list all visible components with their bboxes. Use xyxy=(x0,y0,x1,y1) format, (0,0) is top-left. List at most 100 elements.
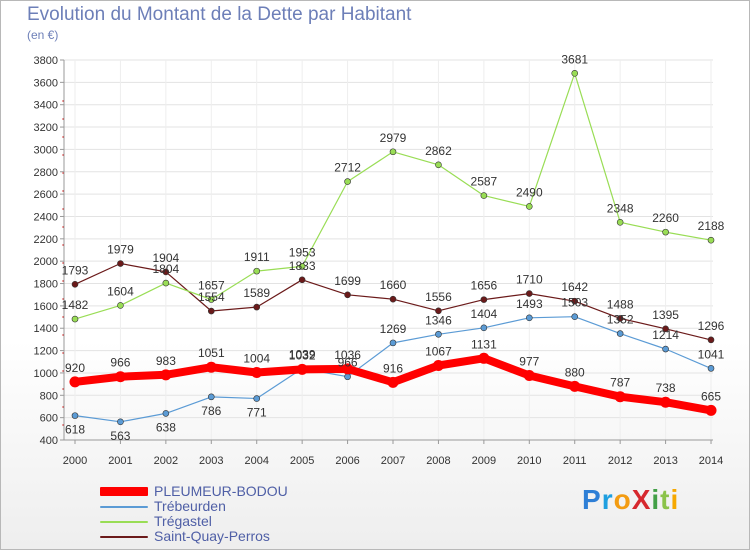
data-label: 1604 xyxy=(107,284,134,298)
data-label: 1554 xyxy=(198,290,225,304)
logo-letter: i xyxy=(670,484,680,515)
y-tick-label: 1000 xyxy=(34,368,58,380)
legend-item-saint-quay-perros: Saint-Quay-Perros xyxy=(100,528,360,545)
data-point xyxy=(117,302,124,309)
x-tick-label: 2007 xyxy=(381,455,405,467)
data-point xyxy=(342,363,354,375)
legend-swatch-pleumeur-bodou xyxy=(100,487,148,496)
data-label: 771 xyxy=(247,406,267,420)
data-point xyxy=(344,291,351,299)
data-point xyxy=(389,339,397,347)
data-label: 2490 xyxy=(516,185,543,199)
chart-legend: PLEUMEUR-BODOU Trébeurden Trégastel Sain… xyxy=(100,483,360,545)
y-tick-label: 2000 xyxy=(34,256,58,268)
data-point xyxy=(389,295,397,303)
data-point xyxy=(162,268,170,276)
data-point xyxy=(253,395,261,402)
data-point xyxy=(251,366,263,378)
data-point xyxy=(387,376,399,388)
x-tick-label: 2006 xyxy=(335,455,359,467)
data-label: 1656 xyxy=(471,279,498,293)
data-label: 2979 xyxy=(380,131,407,145)
data-point xyxy=(207,393,215,401)
data-label: 1904 xyxy=(153,251,180,265)
data-label: 2712 xyxy=(334,161,361,175)
data-label: 1488 xyxy=(607,297,634,311)
data-label: 1660 xyxy=(380,278,407,292)
y-tick-label: 600 xyxy=(40,413,58,425)
data-label: 1953 xyxy=(289,245,316,259)
data-label: 1804 xyxy=(153,262,180,276)
proxiti-logo: ProXiti xyxy=(582,484,679,516)
data-label: 1296 xyxy=(698,319,725,333)
data-point xyxy=(389,148,397,156)
data-point xyxy=(207,296,215,303)
data-point xyxy=(344,178,351,185)
legend-item-trebeurden: Trébeurden xyxy=(100,498,360,515)
x-tick-label: 2003 xyxy=(199,455,223,467)
data-label: 1032 xyxy=(289,348,316,362)
data-point xyxy=(435,330,442,338)
y-tick-label: 1600 xyxy=(34,301,58,313)
y-tick-label: 800 xyxy=(40,390,58,402)
legend-item-pleumeur-bodou: PLEUMEUR-BODOU xyxy=(100,483,360,500)
data-label: 618 xyxy=(65,423,85,437)
x-tick-label: 2004 xyxy=(244,455,268,467)
data-point xyxy=(205,361,217,373)
x-tick-label: 2011 xyxy=(563,455,587,467)
data-point xyxy=(569,380,581,392)
data-point xyxy=(71,315,79,323)
data-label: 1067 xyxy=(425,344,452,358)
x-tick-label: 2014 xyxy=(699,455,723,467)
data-label: 1036 xyxy=(334,348,361,362)
data-label: 1039 xyxy=(289,348,316,362)
logo-letter: i xyxy=(651,484,661,515)
x-tick-label: 2002 xyxy=(154,455,178,467)
x-tick-label: 2012 xyxy=(608,455,632,467)
data-label: 563 xyxy=(110,429,130,443)
data-label: 1793 xyxy=(62,263,89,277)
data-point xyxy=(480,324,488,332)
data-point xyxy=(435,161,442,169)
data-point xyxy=(662,345,669,353)
data-label: 2188 xyxy=(698,219,725,233)
data-point xyxy=(525,203,533,210)
x-tick-label: 2008 xyxy=(426,455,450,467)
legend-label-saint-quay-perros: Saint-Quay-Perros xyxy=(154,528,270,544)
data-label: 2348 xyxy=(607,201,634,215)
data-label: 1004 xyxy=(243,351,270,365)
y-tick-label: 400 xyxy=(40,435,58,447)
data-point xyxy=(660,396,672,408)
data-label: 1642 xyxy=(561,280,588,294)
data-label: 1041 xyxy=(698,347,725,361)
data-point xyxy=(525,314,533,322)
chart-subtitle: (en €) xyxy=(27,28,59,42)
data-point xyxy=(478,352,490,364)
data-point xyxy=(71,412,79,419)
data-label: 1589 xyxy=(243,286,270,300)
data-point xyxy=(69,376,81,388)
y-tick-label: 2800 xyxy=(34,167,58,179)
data-label: 1699 xyxy=(334,274,361,288)
legend-label-pleumeur-bodou: PLEUMEUR-BODOU xyxy=(154,483,288,499)
data-label: 3681 xyxy=(561,52,588,66)
data-point xyxy=(707,236,715,244)
data-label: 1404 xyxy=(471,307,498,321)
data-label: 1269 xyxy=(380,322,407,336)
data-point xyxy=(707,336,715,344)
x-tick-label: 2009 xyxy=(472,455,496,467)
data-point xyxy=(298,276,306,284)
y-tick-label: 2600 xyxy=(34,189,58,201)
data-label: 983 xyxy=(156,354,176,368)
data-label: 738 xyxy=(656,381,676,395)
data-label: 977 xyxy=(519,355,539,369)
data-point xyxy=(480,192,488,199)
data-label: 1482 xyxy=(62,298,89,312)
data-label: 1657 xyxy=(198,279,225,293)
y-tick-label: 3800 xyxy=(34,55,58,67)
data-label: 1346 xyxy=(425,313,452,327)
logo-letter: X xyxy=(631,484,652,515)
legend-label-trebeurden: Trébeurden xyxy=(154,498,226,514)
data-label: 1503 xyxy=(561,296,588,310)
data-label: 1395 xyxy=(652,308,679,322)
